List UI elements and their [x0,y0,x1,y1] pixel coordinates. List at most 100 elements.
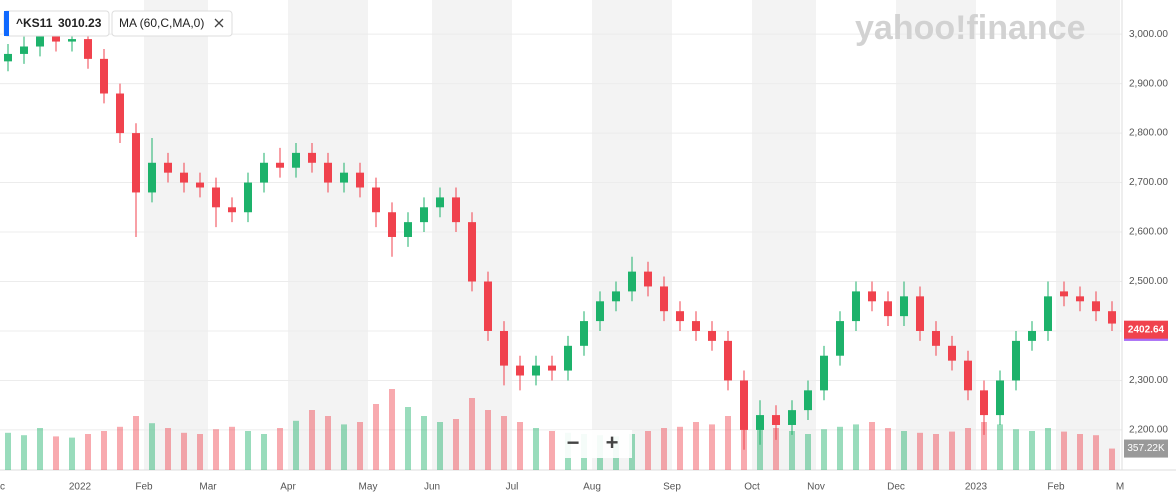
volume-bar [1013,429,1019,470]
candle-body [676,311,684,322]
volume-bar [437,422,443,470]
candle-body [452,197,460,223]
x-tick-label: Mar [199,482,217,493]
candle-body [932,330,940,346]
price-badge-label: 2402.64 [1128,324,1165,335]
candle-body [36,34,44,47]
volume-bar [325,416,331,470]
candle-body [468,222,476,282]
zoom-in[interactable]: + [606,430,619,455]
candle-body [660,286,668,312]
candle-body [436,197,444,208]
zoom-out[interactable]: − [567,430,580,455]
candle-body [532,365,540,376]
candle-body [612,291,620,302]
price-badge [1124,320,1168,339]
candle-body [996,380,1004,416]
volume-bar [421,416,427,470]
x-tick-label: Jun [424,482,440,493]
candle-body [1092,301,1100,312]
volume-bar [709,424,715,470]
candle-body [116,93,124,134]
x-tick-label: Sep [663,482,681,493]
volume-bar [1061,431,1067,470]
candle-body [1060,291,1068,297]
x-tick-label: Oct [744,482,760,493]
volume-bar [885,428,891,470]
volume-bar [933,434,939,470]
volume-bar [213,429,219,470]
volume-bar [373,404,379,470]
y-tick-label: 2,900.00 [1129,78,1168,89]
month-band [288,0,368,470]
symbol-marker [4,11,9,36]
candle-body [100,58,108,94]
volume-bar [5,432,11,470]
remove-indicator[interactable] [214,18,224,28]
candle-body [772,415,780,425]
volume-bar [469,398,475,470]
volume-bar [85,434,91,470]
volume-bar [997,424,1003,470]
volume-bar [149,423,155,470]
candle-body [1044,296,1052,331]
candle-body [516,365,524,376]
volume-bar [37,428,43,470]
plot [4,24,1168,470]
volume-bar [229,426,235,470]
candle-body [244,182,252,213]
volume-bar [773,428,779,470]
candle-body [564,345,572,371]
candle-body [548,365,556,371]
candle-body [1108,311,1116,324]
volume-bar [533,428,539,470]
volume-bar [821,429,827,470]
candle-body [212,187,220,208]
x-tick-label: May [359,482,378,493]
volume-bar [341,424,347,470]
candle-body [356,172,364,188]
x-tick-label: 2022 [69,482,92,493]
volume-bar [517,422,523,470]
volume-bar [293,420,299,470]
volume-badge-label: 357.22K [1127,443,1165,454]
candle-body [1076,296,1084,302]
zoom-bg [556,430,632,458]
x-tick-label: Apr [280,482,296,493]
candle-body [276,162,284,168]
candle-body [916,296,924,331]
volume-bar [1029,431,1035,470]
y-tick-label: 2,500.00 [1129,276,1168,287]
candle-body [164,162,172,173]
volume-bar [981,422,987,470]
candle-body [20,46,28,54]
y-tick-label: 3,000.00 [1129,29,1168,40]
volume-bar [357,422,363,470]
candle-body [52,34,60,42]
y-tick-label: 2,300.00 [1129,375,1168,386]
candle-body [644,271,652,287]
volume-bar [309,410,315,470]
zoom-controls: − + [556,430,632,458]
volume-bar [117,426,123,470]
candle-body [132,133,140,193]
candle-body [708,330,716,341]
volume-bar [725,416,731,470]
volume-bar [133,416,139,470]
candle-body [852,291,860,322]
volume-bar [901,431,907,470]
volume-bar [181,432,187,470]
candle-body [628,271,636,292]
candle-body [788,410,796,425]
volume-bar [693,422,699,470]
x-tick-label: Dec [887,482,905,493]
indicator-box[interactable] [111,10,233,37]
x-tick-label: M [1116,482,1124,493]
candle-body [484,281,492,331]
volume-bar [101,431,107,470]
candle-body [260,162,268,183]
x-tick-label: Nov [807,482,825,493]
candle-body [692,321,700,331]
candle-body [740,380,748,430]
candle-body [148,162,156,193]
